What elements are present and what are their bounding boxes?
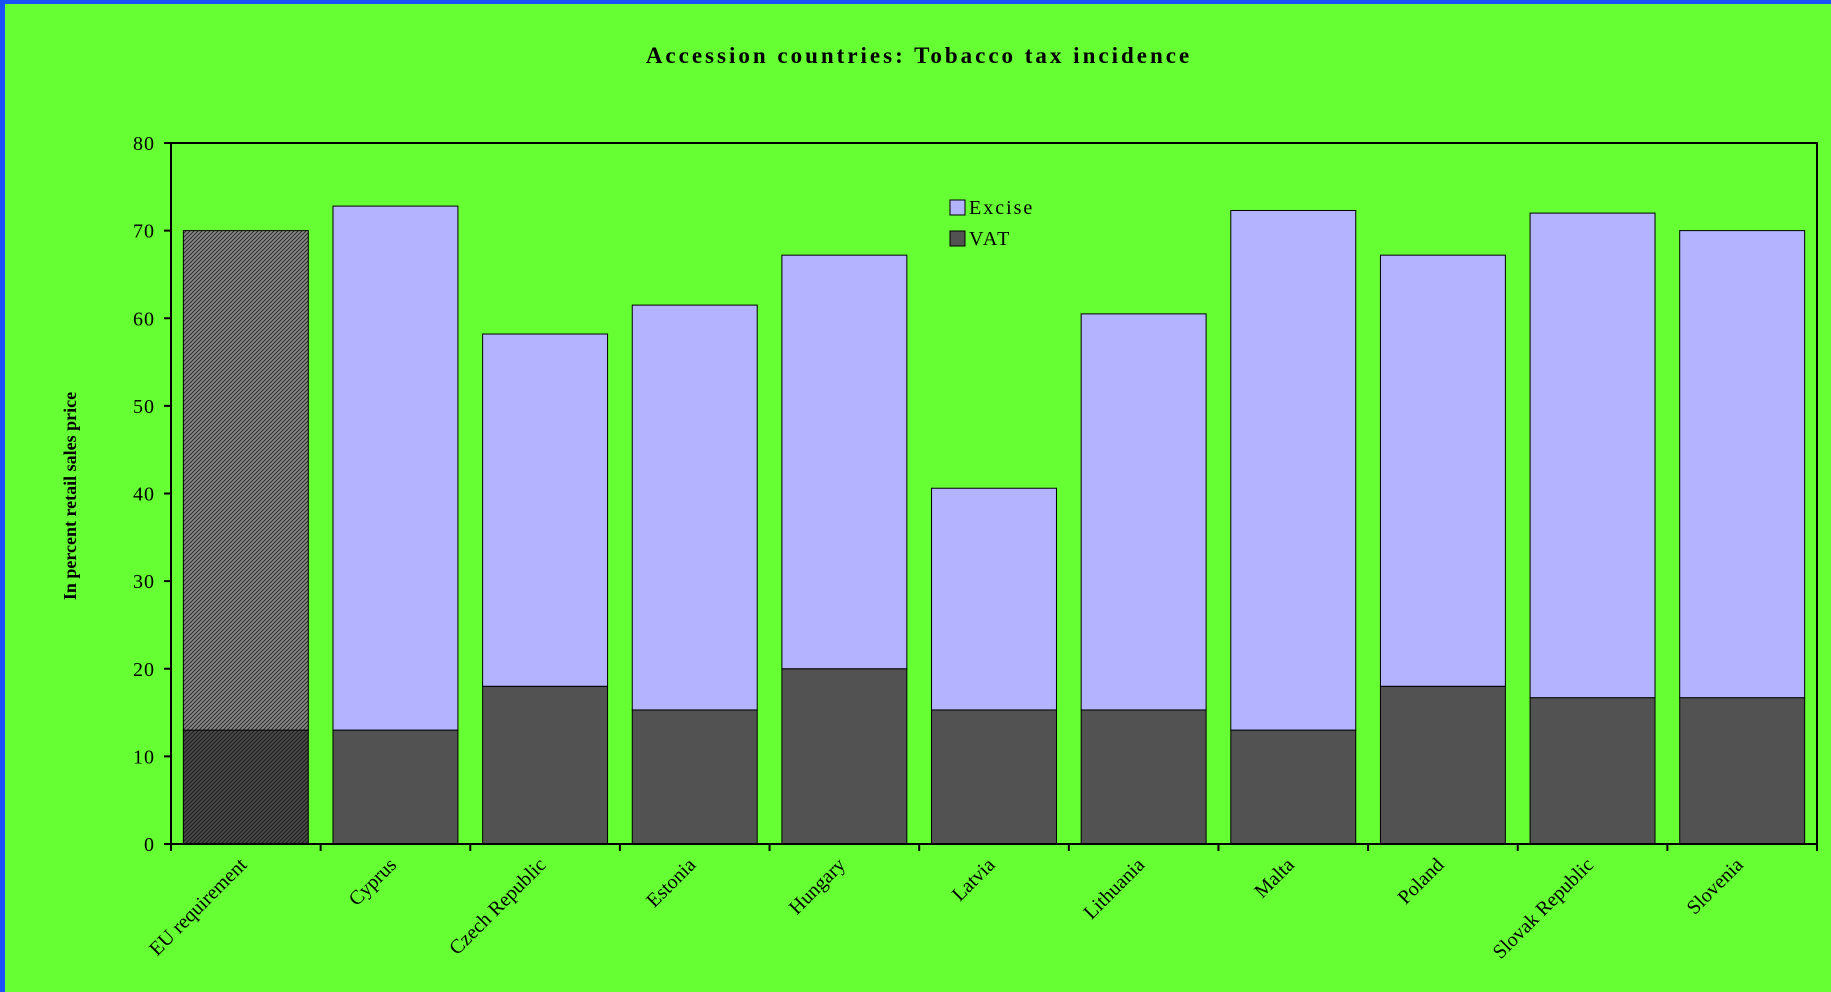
bar-excise-slovak-republic [1529,212,1656,699]
chart-background: Accession countries: Tobacco tax inciden… [5,4,1831,992]
legend-swatch-excise [949,199,966,216]
bar-excise-eu-requirement [182,230,309,731]
x-axis-labels: EU requirement Cyprus Czech Republic Estoni… [145,854,1748,964]
bar-vat-poland [1379,685,1506,845]
bar-group-estonia [631,304,758,845]
y-tick-label-80: 80 [133,133,155,155]
bar-vat-lithuania [1080,709,1207,845]
x-label-hungary: Hungary [785,854,850,919]
x-label-eu-requirement: EU requirement [145,854,252,961]
bar-vat-czech-republic [482,685,609,845]
bar-excise-latvia [931,487,1057,711]
y-tick-label-50: 50 [133,396,155,418]
x-label-slovak-republic: Slovak Republic [1489,854,1599,964]
bar-group-eu-requirement [182,230,309,845]
y-tick-label-60: 60 [133,308,155,330]
legend-swatch-vat [949,230,966,247]
bar-group-lithuania [1080,313,1207,845]
y-tick-label-10: 10 [133,746,155,768]
bar-excise-poland [1379,254,1506,687]
bar-excise-malta [1230,209,1357,731]
x-label-latvia: Latvia [948,854,1000,906]
bar-group-slovenia [1679,230,1806,845]
bar-group-latvia [931,487,1057,845]
y-tick-label-70: 70 [133,221,155,243]
y-tick-label-30: 30 [133,571,155,593]
bar-excise-lithuania [1080,313,1207,711]
bar-vat-latvia [931,709,1057,845]
y-tick-label-40: 40 [133,484,155,506]
legend: Excise VAT [949,197,1034,250]
bar-vat-slovenia [1679,697,1806,845]
bar-vat-slovak-republic [1529,697,1656,845]
y-tick-label-0: 0 [144,834,155,856]
bar-vat-estonia [631,709,758,845]
x-label-cyprus: Cyprus [345,854,402,911]
y-axis-label: In percent retail sales price [60,392,80,600]
bar-vat-eu-requirement [182,729,309,845]
x-label-lithuania: Lithuania [1079,854,1149,924]
bar-vat-malta [1230,729,1357,845]
y-ticks: 0 10 20 30 40 50 60 70 80 [133,133,171,856]
bar-vat-hungary [781,668,908,845]
tobacco-tax-chart: Accession countries: Tobacco tax inciden… [60,43,1818,964]
x-label-slovenia: Slovenia [1683,854,1748,919]
legend-label-vat: VAT [969,228,1011,250]
bar-group-cyprus [332,205,459,845]
bar-vat-cyprus [332,729,459,845]
bar-excise-czech-republic [482,333,609,687]
bar-group-malta [1230,209,1357,845]
x-label-poland: Poland [1394,854,1449,909]
bar-group-czech-republic [482,333,609,845]
bar-group-slovak-republic [1529,212,1656,845]
bar-excise-cyprus [332,205,459,731]
bar-excise-estonia [631,304,758,711]
bars [182,205,1806,845]
bar-group-hungary [781,254,908,845]
bar-group-poland [1379,254,1506,845]
bar-excise-hungary [781,254,908,670]
x-label-malta: Malta [1250,854,1299,903]
x-label-estonia: Estonia [642,854,700,912]
x-label-czech-republic: Czech Republic [445,854,551,960]
legend-label-excise: Excise [969,197,1034,219]
chart-title: Accession countries: Tobacco tax inciden… [646,43,1192,68]
y-tick-label-20: 20 [133,659,155,681]
bar-excise-slovenia [1679,230,1806,699]
